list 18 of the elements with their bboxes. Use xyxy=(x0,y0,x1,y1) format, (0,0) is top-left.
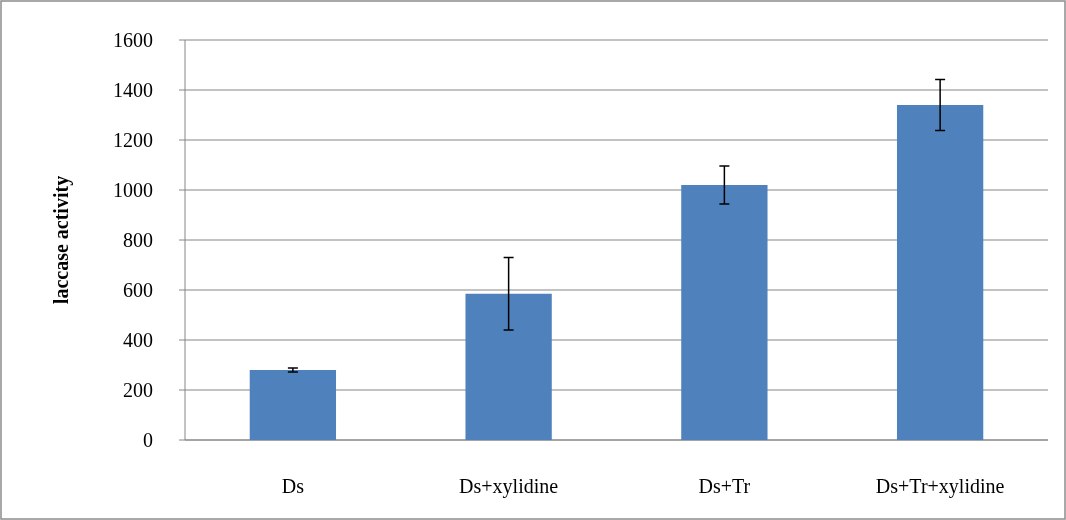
y-tick-label: 600 xyxy=(123,279,153,301)
x-tick-label: Ds xyxy=(281,475,305,497)
bar xyxy=(896,105,984,440)
x-tick-label: Ds+xylidine xyxy=(459,475,559,498)
y-tick-label: 1000 xyxy=(113,179,153,201)
y-tick-label: 1200 xyxy=(113,129,153,151)
y-tick-label: 800 xyxy=(123,229,153,251)
y-tick-label: 1400 xyxy=(113,79,153,101)
x-tick-label: Ds+Tr+xylidine xyxy=(875,475,1005,498)
bar xyxy=(681,185,768,440)
y-tick-label: 400 xyxy=(123,329,153,351)
x-tick-label: Ds+Tr xyxy=(698,475,751,497)
bar xyxy=(465,293,552,440)
y-tick-label: 0 xyxy=(143,429,153,451)
y-tick-label: 1600 xyxy=(113,29,153,51)
bar xyxy=(249,370,337,440)
y-axis-title: laccase activity xyxy=(50,175,73,305)
y-tick-label: 200 xyxy=(123,379,153,401)
